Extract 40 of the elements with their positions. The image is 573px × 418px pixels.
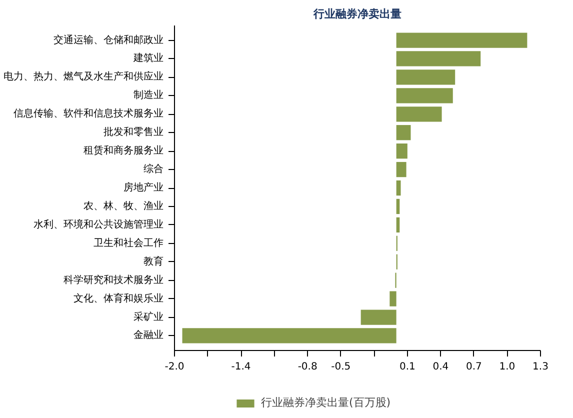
- bar: [396, 88, 453, 104]
- bar: [396, 143, 408, 159]
- x-tick-label: 0.4: [432, 362, 449, 372]
- bar: [396, 70, 456, 85]
- x-tick-label: -0.8: [298, 362, 318, 372]
- x-tick-label: 0.7: [466, 362, 482, 372]
- bar: [360, 310, 396, 325]
- y-tick-label: 制造业: [134, 89, 164, 102]
- bar: [396, 106, 442, 122]
- y-tick-label: 交通运输、仓储和邮政业: [54, 34, 164, 46]
- bar: [182, 328, 396, 344]
- y-tick-label: 批发和零售业: [104, 126, 164, 138]
- y-tick-label: 综合: [144, 163, 164, 176]
- y-tick-label: 科学研究和技术服务业: [64, 274, 164, 286]
- y-tick-label: 文化、体育和娱乐业: [74, 292, 164, 304]
- x-tick-label: 1.0: [499, 362, 516, 372]
- y-tick-label: 水利、环境和公共设施管理业: [34, 218, 164, 230]
- y-tick-label: 建筑业: [132, 52, 164, 64]
- x-tick-label: 1.3: [532, 362, 548, 372]
- y-tick-label: 信息传输、软件和信息技术服务业: [14, 108, 164, 120]
- y-tick-label: 电力、热力、燃气及水生产和供应业: [4, 70, 164, 83]
- bar: [396, 51, 481, 66]
- y-tick-label: 房地产业: [124, 182, 164, 194]
- bar: [396, 180, 401, 196]
- y-tick-label: 卫生和社会工作: [94, 236, 164, 249]
- y-tick-label: 教育: [144, 255, 164, 268]
- x-tick-label: -2.0: [164, 362, 184, 372]
- y-tick-label: 金融业: [134, 329, 164, 342]
- legend-label: 行业融券净卖出量(百万股): [261, 395, 391, 410]
- bar: [396, 125, 411, 140]
- x-tick-label: 0.1: [399, 362, 416, 372]
- x-tick-label: -0.5: [331, 362, 351, 372]
- y-tick-label: 农、林、牧、渔业: [84, 200, 164, 212]
- y-tick-label: 采矿业: [134, 310, 164, 323]
- bar: [396, 32, 528, 48]
- x-tick-label: -1.4: [231, 362, 251, 372]
- bar: [396, 162, 406, 178]
- chart-title: 行业融券净卖出量: [312, 8, 402, 20]
- bar: [390, 291, 396, 306]
- y-tick-label: 租赁和商务服务业: [84, 144, 164, 157]
